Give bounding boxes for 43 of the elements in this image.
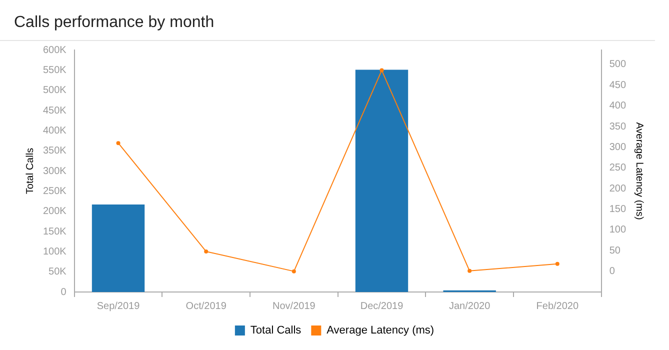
x-tick-label: Dec/2019 bbox=[360, 300, 404, 312]
legend-label: Average Latency (ms) bbox=[326, 324, 434, 337]
y-tick-label: 300K bbox=[42, 166, 67, 177]
y-tick-label: 350K bbox=[42, 146, 67, 157]
x-tick-label: Oct/2019 bbox=[186, 300, 227, 312]
x-tick-label: Feb/2020 bbox=[536, 300, 579, 312]
y-tick-label: 450K bbox=[42, 105, 67, 116]
x-tick-label: Nov/2019 bbox=[272, 300, 316, 312]
y-tick-label: 600K bbox=[42, 44, 67, 56]
point bbox=[468, 268, 472, 273]
y2-tick-label: 300 bbox=[609, 142, 626, 153]
y2-tick-label: 350 bbox=[609, 121, 626, 132]
y-tick-label: 50K bbox=[48, 266, 67, 278]
bar bbox=[355, 70, 408, 292]
y2-tick-label: 500 bbox=[609, 59, 626, 70]
y2-tick-label: 100 bbox=[609, 224, 626, 236]
point bbox=[204, 249, 208, 254]
chart-title: Calls performance by month bbox=[0, 0, 655, 41]
point bbox=[116, 141, 120, 146]
y-tick-label: 500K bbox=[42, 85, 67, 96]
x-tick-label: Jan/2020 bbox=[448, 300, 491, 312]
point bbox=[555, 262, 560, 266]
y2-tick-label: 450 bbox=[609, 80, 626, 91]
y2-axis-title: Average Latency (ms) bbox=[633, 122, 644, 220]
y-tick-label: 400K bbox=[42, 125, 67, 136]
y2-tick-label: 150 bbox=[609, 204, 626, 216]
y-tick-label: 100K bbox=[42, 246, 67, 258]
y-tick-label: 250K bbox=[42, 186, 67, 197]
y2-tick-label: 50 bbox=[609, 245, 621, 256]
y-tick-label: 150K bbox=[42, 226, 67, 238]
y-tick-label: 550K bbox=[42, 64, 67, 76]
y-tick-label: 0 bbox=[60, 286, 67, 298]
bar bbox=[92, 204, 145, 292]
x-tick-label: Sep/2019 bbox=[96, 300, 140, 312]
y2-tick-label: 200 bbox=[609, 183, 626, 194]
legend-label: Total Calls bbox=[250, 324, 302, 337]
point bbox=[292, 269, 296, 274]
point bbox=[380, 68, 384, 72]
y2-tick-label: 0 bbox=[609, 266, 616, 278]
y2-tick-label: 400 bbox=[609, 100, 626, 112]
y-axis-title: Total Calls bbox=[24, 148, 36, 194]
y2-tick-label: 250 bbox=[609, 162, 626, 174]
y-tick-label: 200K bbox=[42, 206, 67, 218]
